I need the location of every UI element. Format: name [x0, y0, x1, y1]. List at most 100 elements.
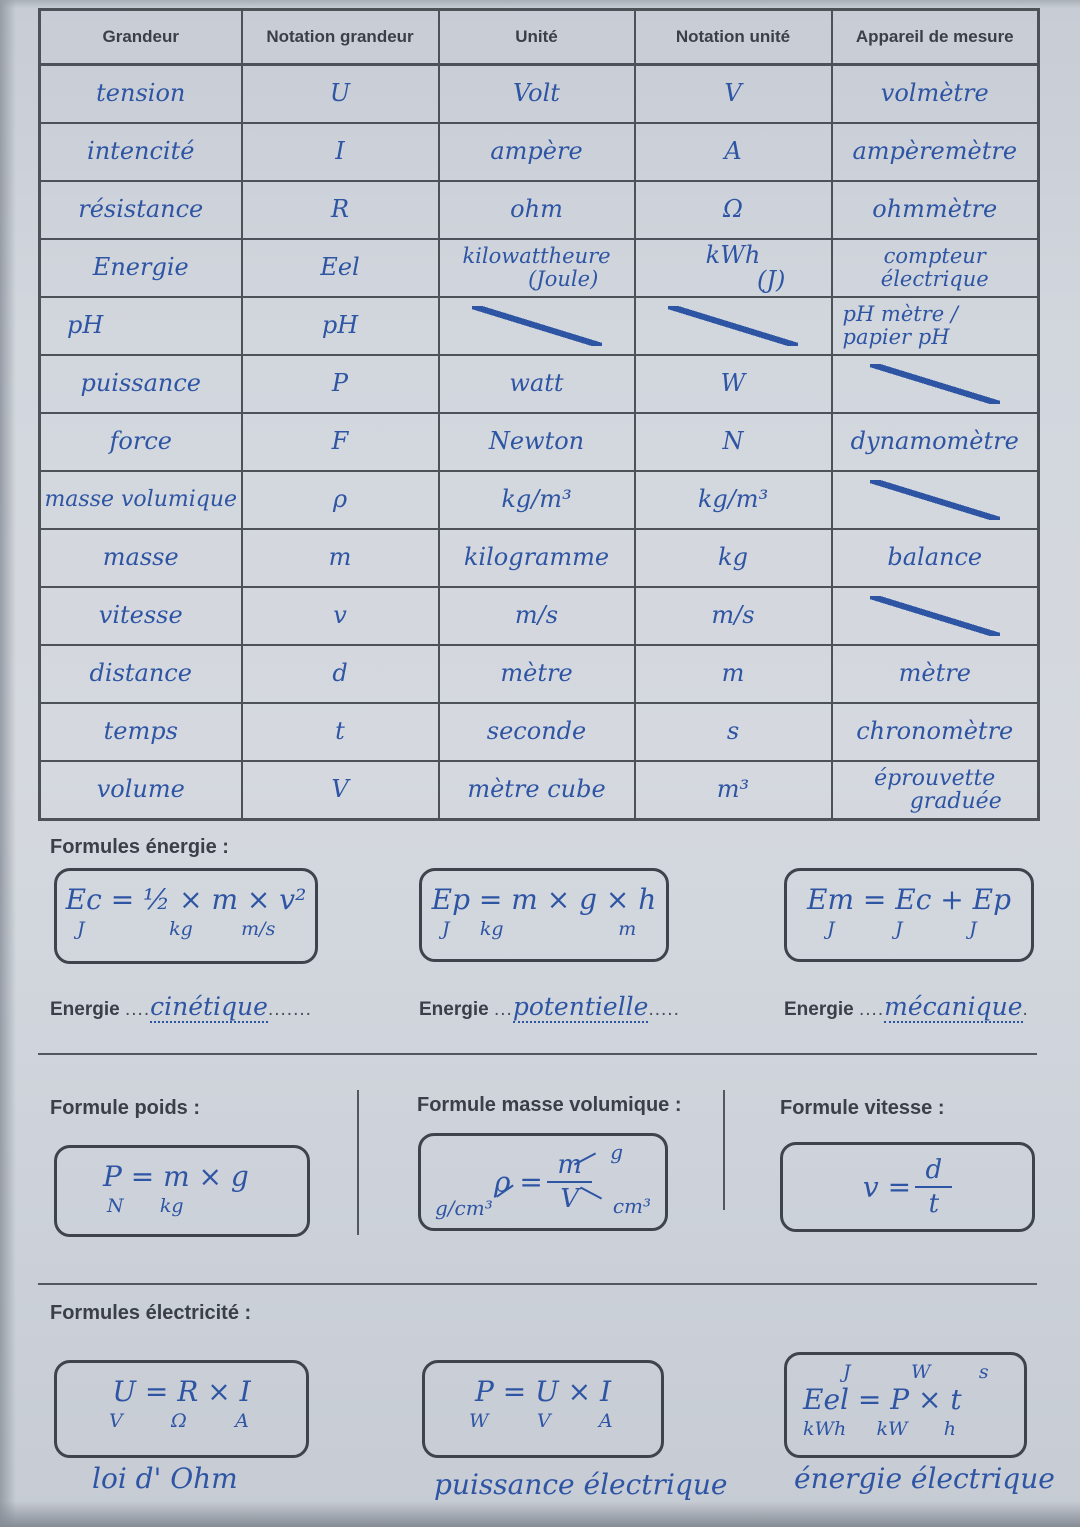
page-edge-shadow-top: [0, 0, 1080, 8]
section-heading-vitesse: Formule vitesse :: [780, 1097, 945, 1119]
formula-p-ui-units: W V A: [469, 1410, 613, 1432]
cell-unite: mètre: [500, 659, 573, 688]
energie-label-mecanique: Energie ....mécanique.: [784, 992, 1029, 1023]
page-edge-shadow-bottom: [0, 1501, 1080, 1527]
cell-notation-unite: m/s: [711, 601, 755, 630]
cell-notation-unite: [668, 306, 798, 346]
column-divider: [723, 1090, 725, 1210]
cell-notation-unite: V: [724, 79, 742, 108]
caption-energie-electrique: énergie électrique: [794, 1462, 1055, 1495]
table-row: masse m kilogramme kg balance: [38, 528, 1040, 588]
cell-notation: v: [333, 601, 347, 630]
cell-grandeur: vitesse: [98, 601, 183, 630]
quantities-table: Grandeur Notation grandeur Unité Notatio…: [38, 8, 1040, 821]
formula-vitesse-lhs: v =: [862, 1170, 912, 1204]
formula-box-energie-potentielle: Ep = m × g × h J kg m: [419, 868, 669, 962]
cell-appareil: ohmmètre: [872, 195, 998, 224]
formula-eel-units-below: kWh kW h: [803, 1418, 956, 1440]
cell-unite: ampère: [490, 137, 583, 166]
cell-grandeur: puissance: [80, 369, 202, 398]
cell-unite: Volt: [513, 79, 560, 108]
cell-notation-unite: W: [720, 369, 746, 398]
cell-appareil: ampèremètre: [852, 137, 1018, 166]
handwritten-answer: mécanique: [884, 992, 1023, 1023]
cell-grandeur: Energie: [92, 253, 189, 282]
cell-grandeur: temps: [103, 717, 178, 746]
cell-appareil: mètre: [898, 659, 971, 688]
label-prefix: Energie: [419, 999, 489, 1020]
cell-unite: kilowattheure (Joule): [462, 244, 611, 291]
cell-appareil: éprouvette graduée: [874, 765, 1002, 814]
cell-grandeur: volume: [96, 775, 185, 804]
cell-notation-unite: m: [721, 659, 745, 688]
cell-unite: m/s: [514, 601, 559, 630]
annotation-g-per-cm3: g/cm³: [435, 1196, 493, 1220]
formula-box-vitesse: v = d t: [780, 1142, 1035, 1232]
cell-notation-unite: kWh (J): [705, 240, 786, 294]
fraction-denominator: t: [928, 1189, 940, 1219]
label-prefix: Energie: [784, 999, 854, 1020]
formula-eel-units-above: J W s: [843, 1361, 989, 1383]
formula-box-energie-electrique: J W s Eel = P × t kWh kW h: [784, 1352, 1027, 1458]
cell-notation: ρ: [332, 485, 348, 514]
cell-notation-unite: s: [726, 717, 740, 746]
cell-notation: t: [335, 717, 345, 746]
cell-appareil: [869, 480, 1000, 520]
table-row: Energie Eel kilowattheure (Joule) kWh (J) co…: [38, 238, 1040, 298]
column-header-appareil: Appareil de mesure: [830, 8, 1040, 66]
cell-unite: seconde: [486, 717, 587, 746]
cell-appareil: [869, 596, 1000, 636]
formula-ec: Ec = ½ × m × v²: [65, 883, 307, 916]
formula-eel: Eel = P × t: [803, 1383, 962, 1416]
cell-notation: R: [330, 195, 350, 224]
cell-notation-unite: kg: [718, 543, 748, 572]
fraction-d-over-t: d t: [915, 1155, 953, 1219]
section-divider: [38, 1283, 1037, 1285]
formula-p-ui: P = U × I: [474, 1375, 612, 1408]
cell-appareil: [869, 364, 1000, 404]
cell-notation: U: [329, 79, 351, 108]
cell-grandeur: masse volumique: [44, 487, 238, 513]
formula-u-ri: U = R × I: [112, 1375, 251, 1408]
formula-ep: Ep = m × g × h: [431, 883, 657, 916]
dotted-leader: ...: [493, 999, 513, 1020]
energie-label-cinetique: Energie ....cinétique.......: [50, 992, 312, 1023]
cell-appareil: pH mètre / papier pH: [842, 302, 958, 349]
formula-box-energie-mecanique: Em = Ec + Ep J J J: [784, 868, 1034, 962]
cell-unite: Newton: [488, 427, 585, 456]
caption-puissance-electrique: puissance électrique: [434, 1468, 728, 1501]
cell-appareil: chronomètre: [856, 717, 1014, 746]
section-heading-energie: Formules énergie :: [50, 836, 229, 858]
cell-appareil: balance: [887, 543, 983, 572]
cell-appareil: dynamomètre: [850, 427, 1019, 456]
cell-unite: kg/m³: [501, 485, 572, 514]
section-divider: [38, 1053, 1037, 1055]
table-row: vitesse v m/s m/s: [38, 586, 1040, 646]
formula-box-poids: P = m × g N kg: [54, 1145, 310, 1237]
cell-grandeur: force: [109, 427, 172, 456]
annotation-grams: g: [610, 1140, 623, 1164]
cell-unite: kilogramme: [463, 543, 610, 572]
dotted-leader: ....: [124, 999, 151, 1020]
fraction-numerator: d: [915, 1155, 953, 1188]
dotted-leader: .: [1022, 999, 1029, 1020]
annotation-cm3: cm³: [612, 1194, 651, 1218]
cell-grandeur: masse: [102, 543, 179, 572]
cell-notation: V: [331, 775, 349, 804]
cell-notation-unite: N: [722, 427, 744, 456]
page-edge-shadow-left: [0, 0, 16, 1527]
fraction-numerator: m: [547, 1150, 592, 1183]
fraction-denominator: V: [560, 1184, 580, 1214]
table-row: pH pH pH mètre / papier pH: [38, 296, 1040, 356]
formula-poids-units: N kg: [107, 1195, 184, 1217]
cell-notation: d: [332, 659, 348, 688]
cell-grandeur: distance: [89, 659, 192, 688]
column-header-unite: Unité: [437, 8, 636, 66]
